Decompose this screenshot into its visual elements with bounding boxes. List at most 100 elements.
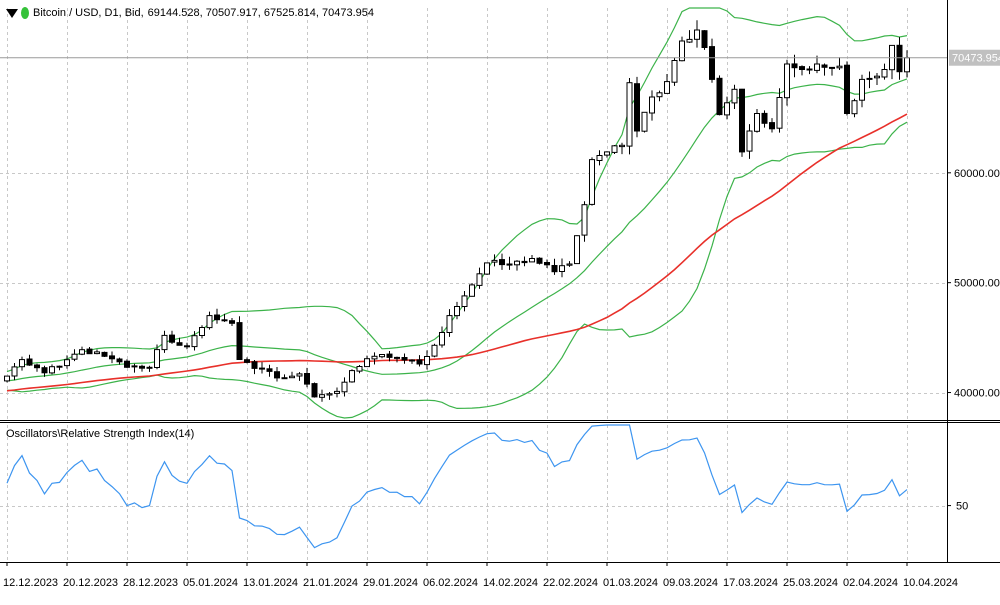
candle-body <box>56 365 63 368</box>
candle-body <box>896 44 903 73</box>
x-tick-label: 29.01.2024 <box>363 577 418 589</box>
candle <box>116 357 123 365</box>
candle <box>634 76 640 138</box>
candle <box>641 111 648 133</box>
candle <box>551 258 558 275</box>
candle-body <box>311 383 318 398</box>
candle <box>154 344 160 370</box>
candle <box>356 365 363 374</box>
candle-body <box>851 100 858 115</box>
x-tick-label: 17.03.2024 <box>723 577 778 589</box>
candle-body <box>79 349 85 355</box>
candle <box>521 256 528 267</box>
candle <box>146 365 153 372</box>
candle-body <box>476 273 483 286</box>
candle <box>694 20 700 48</box>
candle-body <box>619 144 625 148</box>
candle <box>221 313 228 322</box>
candle-body <box>686 38 693 43</box>
candle <box>401 353 408 364</box>
candle <box>244 357 250 364</box>
candle <box>251 359 258 375</box>
candle-body <box>806 68 813 71</box>
candle-body <box>521 260 528 264</box>
candle <box>559 258 565 278</box>
candle <box>859 74 865 108</box>
candle-body <box>799 66 805 70</box>
candle <box>364 355 370 368</box>
candle <box>161 330 168 353</box>
candle <box>484 262 490 275</box>
candle <box>664 74 670 94</box>
candle-body <box>266 368 273 372</box>
candle <box>386 351 393 362</box>
candle-body <box>596 155 603 161</box>
candle-body <box>514 260 520 266</box>
candle-body <box>671 60 678 83</box>
candle-body <box>49 366 55 374</box>
candle-body <box>124 360 130 368</box>
candles <box>4 20 910 402</box>
candle-body <box>551 265 558 273</box>
y-tick-label: 60000.000 <box>954 168 1000 180</box>
candle-body <box>379 354 385 358</box>
x-tick-label: 05.01.2024 <box>183 577 238 589</box>
candle-body <box>611 145 618 153</box>
candle <box>394 356 400 363</box>
candle-body <box>544 262 550 266</box>
candle-body <box>656 92 663 98</box>
candle <box>836 57 843 71</box>
candle <box>439 326 445 348</box>
candle-body <box>664 81 670 94</box>
x-tick-label: 10.04.2024 <box>903 577 958 589</box>
candle-body <box>229 320 235 324</box>
candle <box>56 365 63 371</box>
candle-body <box>859 78 865 101</box>
candle <box>409 359 415 364</box>
candle <box>101 351 108 358</box>
candle-body <box>874 75 880 79</box>
candle <box>274 366 280 382</box>
candle <box>499 253 505 270</box>
candle <box>371 352 378 365</box>
candle-body <box>724 102 730 116</box>
triangle-down-icon[interactable] <box>6 8 18 18</box>
candle-body <box>626 82 633 147</box>
candle <box>821 63 828 76</box>
candle-body <box>791 63 798 69</box>
candle <box>896 37 903 80</box>
candle <box>596 150 603 166</box>
candle-body <box>731 88 738 104</box>
candle <box>94 349 100 355</box>
candle-body <box>364 358 370 368</box>
candle <box>304 367 310 388</box>
candle <box>709 38 715 83</box>
candle <box>544 259 550 269</box>
candle <box>844 61 850 116</box>
candle-body <box>904 57 910 73</box>
moving-average <box>6 113 908 392</box>
candle <box>26 354 33 366</box>
candle <box>806 66 813 75</box>
candle-body <box>416 359 423 365</box>
candle <box>626 77 633 155</box>
candle <box>431 343 438 358</box>
candle-body <box>221 319 228 322</box>
x-tick-label: 13.01.2024 <box>243 577 298 589</box>
candle-body <box>754 113 760 132</box>
candle-body <box>146 366 153 369</box>
candle-body <box>821 64 828 68</box>
candle-body <box>829 66 835 69</box>
candle-body <box>484 262 490 275</box>
candle-body <box>401 357 408 361</box>
candle <box>461 291 468 312</box>
candle-body <box>169 334 175 343</box>
candle-body <box>469 284 475 297</box>
candle <box>476 267 483 289</box>
candle-body <box>424 356 430 366</box>
x-tick-label: 28.12.2023 <box>123 577 178 589</box>
x-tick-label: 12.12.2023 <box>3 577 58 589</box>
candle-body <box>739 88 745 153</box>
candle <box>206 311 213 330</box>
candle <box>739 88 745 157</box>
